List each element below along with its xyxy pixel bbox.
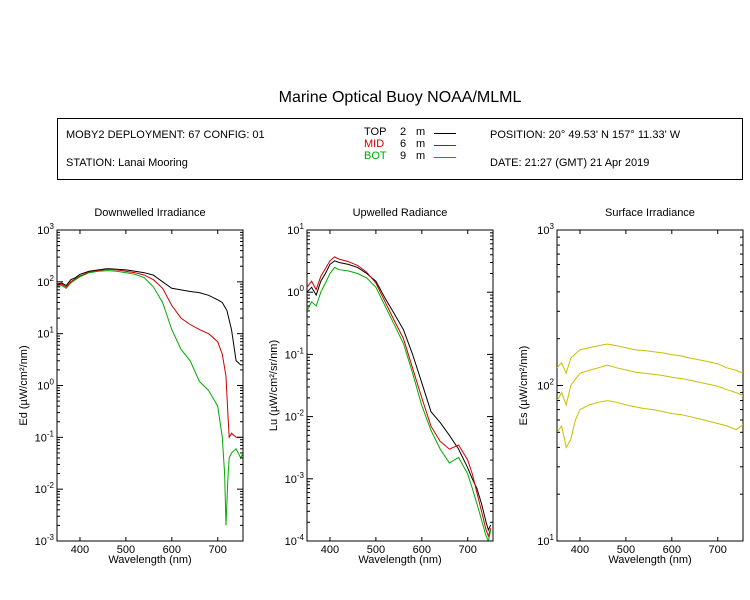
plot-frame-0 bbox=[56, 229, 244, 542]
legend-depth-bot: 9 bbox=[400, 150, 407, 162]
y-tick-label-0-6: 103 bbox=[37, 222, 54, 237]
y-tick-label-0-4: 101 bbox=[37, 326, 54, 341]
y-tick-label-1-1: 10-3 bbox=[285, 471, 305, 486]
y-tick-label-2-2: 103 bbox=[537, 222, 554, 237]
x-axis-label-1: Wavelength (nm) bbox=[358, 554, 441, 566]
series-line-1-2 bbox=[307, 266, 492, 541]
legend-unit-mid: m bbox=[416, 138, 426, 150]
legend-label-mid: MID bbox=[364, 138, 385, 150]
info-box: MOBY2 DEPLOYMENT: 67 CONFIG: 01 STATION:… bbox=[57, 118, 743, 180]
legend-unit-bot: m bbox=[416, 150, 426, 162]
y-tick-label-2-1: 102 bbox=[537, 378, 554, 393]
y-tick-label-2-0: 101 bbox=[537, 533, 554, 548]
y-axis-label-0: Ed (µW/cm²/nm) bbox=[18, 345, 30, 425]
legend-line-top bbox=[434, 133, 456, 134]
series-line-1-0 bbox=[307, 260, 492, 532]
plot-frame-1 bbox=[306, 229, 494, 542]
y-tick-label-1-0: 10-4 bbox=[285, 533, 305, 548]
x-tick-label-0-1: 500 bbox=[117, 544, 135, 556]
y-tick-label-0-0: 10-3 bbox=[35, 533, 55, 548]
y-axis-label-2: Es (µW/cm²/nm) bbox=[518, 346, 530, 426]
y-tick-label-0-2: 10-1 bbox=[35, 429, 55, 444]
y-tick-label-0-3: 100 bbox=[37, 378, 54, 393]
legend-label-top: TOP bbox=[364, 126, 387, 138]
y-axis-label-1: Lu (µW/cm²/sr/nm) bbox=[268, 340, 280, 431]
x-tick-label-0-3: 700 bbox=[209, 544, 227, 556]
legend-line-mid bbox=[434, 145, 456, 146]
panel-1: Upwelled Radiance 400 500 600 700 Wavelength … bbox=[268, 207, 494, 566]
y-tick-label-1-5: 101 bbox=[287, 222, 304, 237]
x-tick-label-1-0: 400 bbox=[321, 544, 339, 556]
legend-unit-top: m bbox=[416, 126, 426, 138]
series-line-0-2 bbox=[57, 270, 243, 526]
x-tick-label-2-1: 500 bbox=[617, 544, 635, 556]
deployment-text: MOBY2 DEPLOYMENT: 67 CONFIG: 01 bbox=[66, 129, 265, 141]
series-line-0-0 bbox=[57, 268, 243, 366]
legend-depth-mid: 6 bbox=[400, 138, 407, 150]
panel-title-1: Upwelled Radiance bbox=[353, 207, 448, 219]
series-line-1-1 bbox=[307, 256, 492, 538]
x-tick-label-0-2: 600 bbox=[163, 544, 181, 556]
series-line-0-1 bbox=[57, 268, 243, 440]
chart-title: Marine Optical Buoy NOAA/MLML bbox=[278, 89, 522, 106]
y-tick-label-0-1: 10-2 bbox=[35, 481, 55, 496]
x-tick-label-1-2: 600 bbox=[413, 544, 431, 556]
x-tick-label-2-0: 400 bbox=[571, 544, 589, 556]
y-tick-label-0-5: 102 bbox=[37, 274, 54, 289]
y-tick-label-1-2: 10-2 bbox=[285, 409, 305, 424]
series-line-2-0 bbox=[557, 343, 743, 375]
panel-title-2: Surface Irradiance bbox=[605, 207, 695, 219]
panel-title-0: Downwelled Irradiance bbox=[94, 207, 205, 219]
y-tick-label-1-4: 100 bbox=[287, 284, 304, 299]
x-tick-label-1-3: 700 bbox=[459, 544, 477, 556]
series-line-2-1 bbox=[557, 364, 743, 407]
legend-line-bot bbox=[434, 157, 456, 158]
x-tick-label-0-0: 400 bbox=[71, 544, 89, 556]
panel-0: Downwelled Irradiance 400 500 600 700 Wavelen… bbox=[18, 207, 244, 566]
x-tick-label-2-2: 600 bbox=[663, 544, 681, 556]
date-text: DATE: 21:27 (GMT) 21 Apr 2019 bbox=[490, 157, 650, 169]
panel-2: Surface Irradiance 400 500 600 700 Wavelength… bbox=[518, 207, 744, 566]
station-text: STATION: Lanai Mooring bbox=[66, 157, 188, 169]
legend-depth-top: 2 bbox=[400, 126, 407, 138]
y-tick-label-1-3: 10-1 bbox=[285, 346, 305, 361]
x-axis-label-0: Wavelength (nm) bbox=[108, 554, 191, 566]
series-line-2-2 bbox=[557, 400, 743, 449]
x-tick-label-2-3: 700 bbox=[709, 544, 727, 556]
position-text: POSITION: 20° 49.53' N 157° 11.33' W bbox=[490, 129, 681, 141]
x-tick-label-1-1: 500 bbox=[367, 544, 385, 556]
x-axis-label-2: Wavelength (nm) bbox=[608, 554, 691, 566]
legend-label-bot: BOT bbox=[364, 150, 387, 162]
